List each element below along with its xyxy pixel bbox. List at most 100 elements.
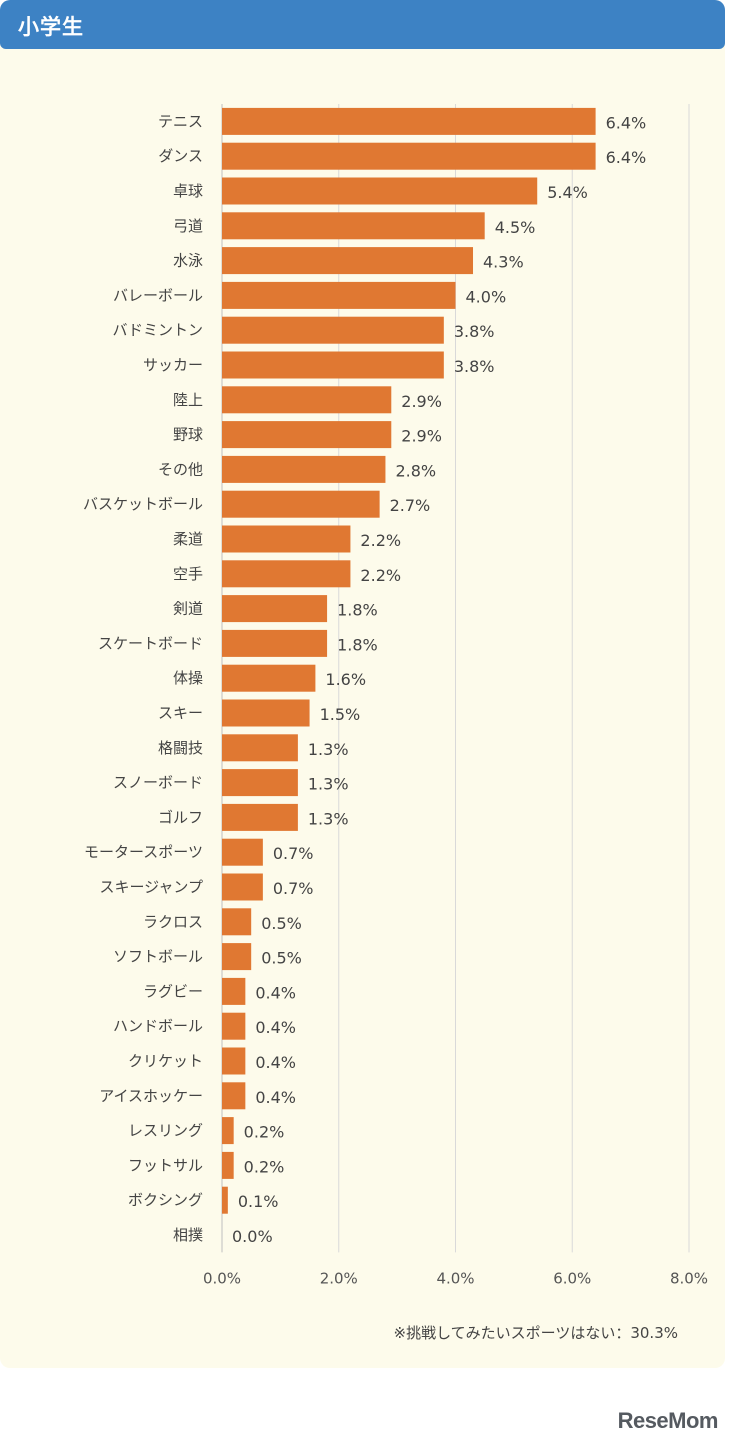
x-tick-label: 0.0% xyxy=(203,1269,241,1287)
category-label: 柔道 xyxy=(173,530,203,548)
data-label: 0.7% xyxy=(273,844,314,863)
data-label: 4.0% xyxy=(466,287,507,306)
bar xyxy=(222,595,328,623)
bar xyxy=(222,177,538,205)
category-label: 剣道 xyxy=(173,600,203,618)
data-label: 6.4% xyxy=(606,148,647,167)
bar xyxy=(222,525,351,553)
data-label: 0.4% xyxy=(255,1088,296,1107)
bar xyxy=(222,455,386,483)
data-label: 0.4% xyxy=(255,1018,296,1037)
category-label: テニス xyxy=(158,112,203,130)
data-label: 4.5% xyxy=(495,218,536,237)
bar xyxy=(222,386,392,414)
x-tick-label: 6.0% xyxy=(553,1269,591,1287)
bar xyxy=(222,247,474,275)
category-label: レスリング xyxy=(128,1122,203,1140)
footnote: ※挑戦してみたいスポーツはない：30.3% xyxy=(393,1324,678,1342)
bar xyxy=(222,316,444,344)
data-label: 0.4% xyxy=(255,983,296,1002)
data-label: 4.3% xyxy=(483,253,524,272)
bar xyxy=(222,1047,246,1075)
bar xyxy=(222,769,298,797)
category-label: 水泳 xyxy=(173,252,203,270)
data-label: 0.5% xyxy=(261,914,302,933)
bar xyxy=(222,734,298,762)
category-label: サッカー xyxy=(143,356,203,374)
category-label: 相撲 xyxy=(173,1226,203,1244)
data-label: 2.2% xyxy=(360,531,401,550)
bar xyxy=(222,1082,246,1110)
category-label: アイスホッケー xyxy=(99,1087,203,1105)
data-label: 1.8% xyxy=(337,635,378,654)
data-label: 2.2% xyxy=(360,566,401,585)
x-tick-label: 2.0% xyxy=(320,1269,358,1287)
bar xyxy=(222,1186,228,1214)
bar xyxy=(222,838,263,866)
category-label: スキー xyxy=(158,704,203,722)
category-label: 空手 xyxy=(173,565,203,583)
category-label: ハンドボール xyxy=(113,1017,203,1035)
category-label: バスケットボール xyxy=(83,495,203,513)
category-label: 格闘技 xyxy=(158,739,203,757)
bar xyxy=(222,1117,234,1145)
category-label: フットサル xyxy=(128,1156,203,1174)
data-label: 1.6% xyxy=(325,670,366,689)
data-label: 6.4% xyxy=(606,113,647,132)
bar xyxy=(222,421,392,449)
data-label: 0.2% xyxy=(244,1157,285,1176)
category-label: モータースポーツ xyxy=(84,843,203,861)
data-label: 0.1% xyxy=(238,1192,279,1211)
category-label: スノーボード xyxy=(113,774,203,792)
category-label: ラクロス xyxy=(143,913,203,931)
category-label: 野球 xyxy=(173,426,203,444)
bar xyxy=(222,1012,246,1040)
category-label: 体操 xyxy=(173,669,203,687)
data-label: 0.2% xyxy=(244,1123,285,1142)
x-tick-label: 8.0% xyxy=(670,1269,708,1287)
bar xyxy=(222,1151,234,1179)
data-label: 3.8% xyxy=(454,322,495,341)
data-label: 1.3% xyxy=(308,740,349,759)
bar xyxy=(222,873,263,901)
data-label: 0.0% xyxy=(232,1227,273,1246)
bar xyxy=(222,281,456,309)
data-label: 1.3% xyxy=(308,809,349,828)
data-label: 5.4% xyxy=(547,183,588,202)
data-label: 1.5% xyxy=(320,705,361,724)
data-label: 1.8% xyxy=(337,601,378,620)
chart-title: 小学生 xyxy=(18,15,84,39)
data-label: 2.9% xyxy=(401,427,442,446)
category-label: 卓球 xyxy=(173,182,203,200)
category-label: ソフトボール xyxy=(113,948,203,966)
category-label: スキージャンプ xyxy=(99,878,203,896)
category-label: その他 xyxy=(158,460,203,478)
bar xyxy=(222,943,252,971)
bar xyxy=(222,664,316,692)
category-label: ボクシング xyxy=(128,1191,203,1209)
bar xyxy=(222,212,485,240)
data-label: 1.3% xyxy=(308,775,349,794)
bar xyxy=(222,977,246,1005)
data-label: 0.7% xyxy=(273,879,314,898)
category-label: ダンス xyxy=(158,147,203,165)
bar xyxy=(222,699,310,727)
bar xyxy=(222,107,596,135)
header-bar: 小学生 xyxy=(0,0,725,49)
data-label: 3.8% xyxy=(454,357,495,376)
bar xyxy=(222,803,298,831)
data-label: 2.7% xyxy=(390,496,431,515)
bar xyxy=(222,142,596,170)
resemom-logo: ReseMom xyxy=(617,1408,719,1433)
category-label: ゴルフ xyxy=(158,808,203,826)
category-label: バレーボール xyxy=(113,286,203,304)
bar xyxy=(222,908,252,936)
category-label: バドミントン xyxy=(113,321,203,339)
data-label: 0.5% xyxy=(261,949,302,968)
data-label: 2.8% xyxy=(395,461,436,480)
data-label: 2.9% xyxy=(401,392,442,411)
category-label: クリケット xyxy=(128,1052,203,1070)
data-label: 0.4% xyxy=(255,1053,296,1072)
category-label: スケートボード xyxy=(98,634,203,652)
